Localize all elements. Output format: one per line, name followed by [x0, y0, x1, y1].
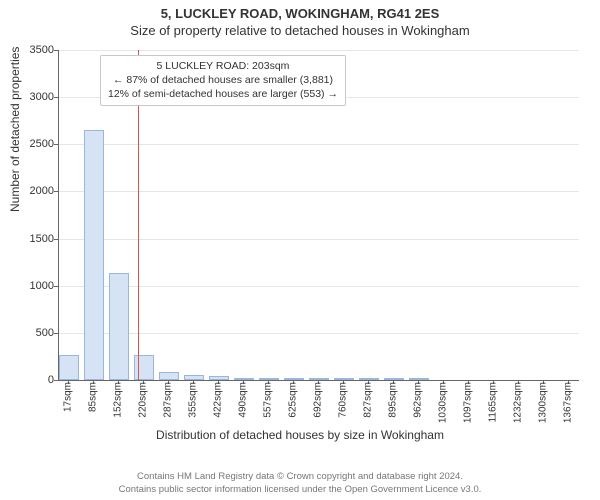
x-tick-label: 625sqm — [288, 382, 299, 418]
x-tick-label: 557sqm — [263, 382, 274, 418]
footer-line-1: Contains HM Land Registry data © Crown c… — [0, 471, 600, 483]
annotation-line-3: 12% of semi-detached houses are larger (… — [108, 87, 338, 101]
y-tick-mark — [54, 286, 58, 287]
x-axis-label: Distribution of detached houses by size … — [0, 428, 600, 442]
annotation-box: 5 LUCKLEY ROAD: 203sqm ← 87% of detached… — [100, 55, 346, 106]
x-tick-label: 962sqm — [413, 382, 424, 418]
y-tick-mark — [54, 50, 58, 51]
x-tick-label: 422sqm — [213, 382, 224, 418]
footer-text: Contains HM Land Registry data © Crown c… — [0, 471, 600, 496]
x-tick-label: 287sqm — [163, 382, 174, 418]
bar — [109, 273, 130, 380]
annotation-line-1: 5 LUCKLEY ROAD: 203sqm — [108, 59, 338, 73]
x-tick-label: 17sqm — [63, 382, 74, 412]
y-tick-label: 1500 — [14, 233, 54, 245]
x-tick-label: 895sqm — [388, 382, 399, 418]
x-tick-label: 692sqm — [313, 382, 324, 418]
chart-subtitle: Size of property relative to detached ho… — [0, 23, 600, 38]
y-tick-label: 3500 — [14, 44, 54, 56]
x-tick-label: 1300sqm — [538, 382, 549, 423]
footer-line-2: Contains public sector information licen… — [0, 484, 600, 496]
x-tick-label: 1367sqm — [563, 382, 574, 423]
x-tick-label: 355sqm — [188, 382, 199, 418]
y-tick-mark — [54, 97, 58, 98]
x-tick-label: 1097sqm — [463, 382, 474, 423]
bar — [159, 372, 180, 380]
x-tick-label: 1165sqm — [488, 382, 499, 422]
y-tick-mark — [54, 333, 58, 334]
y-tick-label: 0 — [14, 374, 54, 386]
y-tick-mark — [54, 239, 58, 240]
chart-area: Number of detached properties 5 LUCKLEY … — [0, 42, 600, 440]
chart-title: 5, LUCKLEY ROAD, WOKINGHAM, RG41 2ES — [0, 6, 600, 21]
y-tick-label: 3000 — [14, 91, 54, 103]
x-tick-label: 490sqm — [238, 382, 249, 418]
x-tick-label: 220sqm — [138, 382, 149, 418]
chart-header: 5, LUCKLEY ROAD, WOKINGHAM, RG41 2ES Siz… — [0, 0, 600, 38]
annotation-line-2: ← 87% of detached houses are smaller (3,… — [108, 73, 338, 87]
y-tick-label: 2500 — [14, 138, 54, 150]
bar — [59, 355, 80, 380]
y-tick-mark — [54, 380, 58, 381]
y-tick-label: 1000 — [14, 280, 54, 292]
x-tick-label: 1232sqm — [513, 382, 524, 423]
y-tick-mark — [54, 191, 58, 192]
y-tick-mark — [54, 144, 58, 145]
x-tick-label: 827sqm — [363, 382, 374, 418]
x-tick-label: 152sqm — [113, 382, 124, 418]
x-tick-label: 760sqm — [338, 382, 349, 418]
y-tick-label: 2000 — [14, 185, 54, 197]
x-tick-label: 1030sqm — [438, 382, 449, 423]
x-tick-label: 85sqm — [88, 382, 99, 412]
y-tick-label: 500 — [14, 327, 54, 339]
bar — [84, 130, 105, 380]
